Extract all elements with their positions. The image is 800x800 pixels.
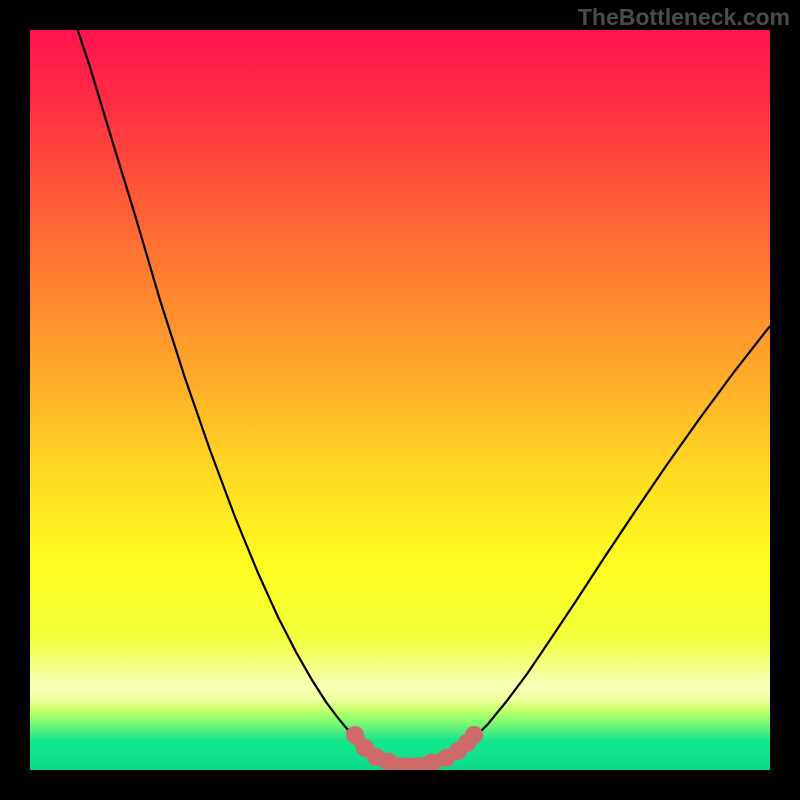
highlight-dot [465, 726, 483, 744]
watermark-text: TheBottleneck.com [578, 4, 790, 31]
chart-container: TheBottleneck.com [0, 0, 800, 800]
chart-svg [0, 0, 800, 800]
plot-area [30, 30, 770, 770]
highlight-dot [379, 753, 397, 771]
